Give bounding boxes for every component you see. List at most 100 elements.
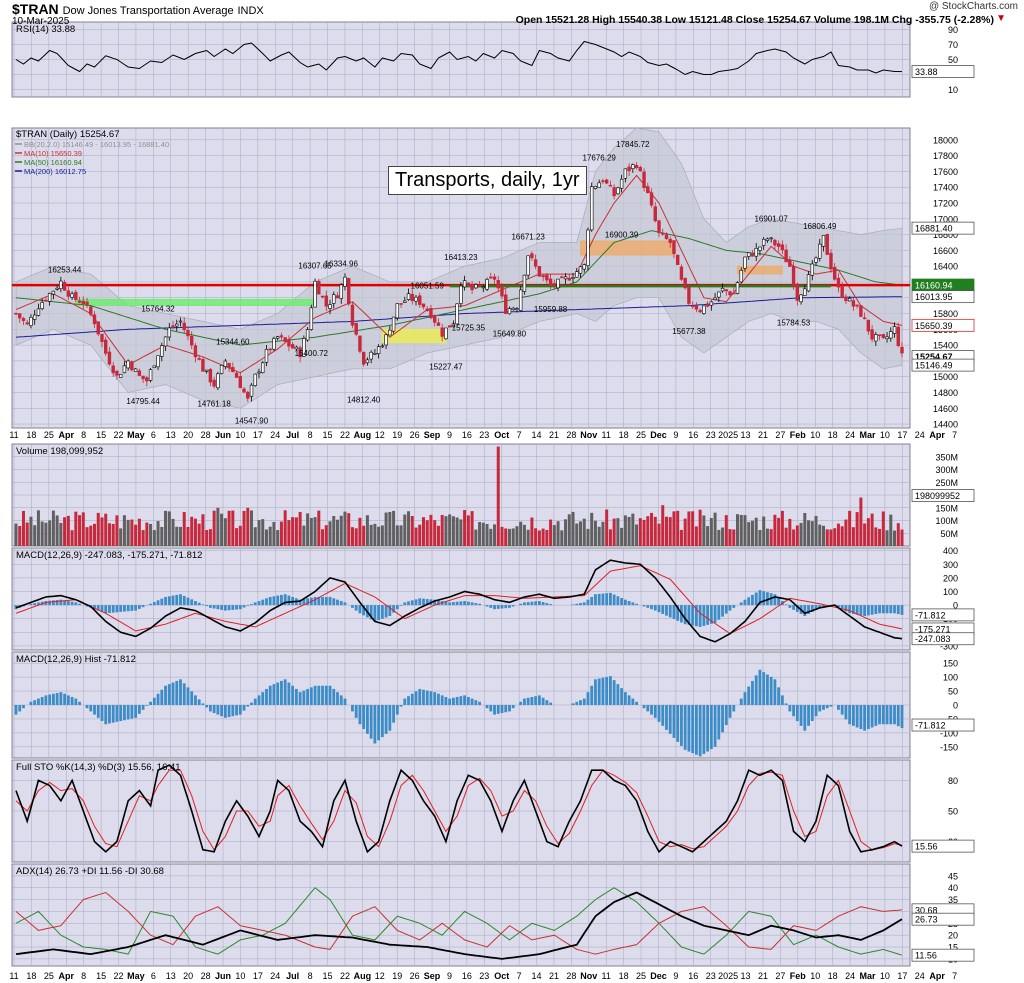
hist-bar xyxy=(534,696,538,705)
hist-bar xyxy=(496,705,500,714)
macd-hist-bar xyxy=(48,600,52,606)
hist-bar xyxy=(354,705,358,718)
candle-body xyxy=(178,320,183,323)
macd-hist-bar xyxy=(33,603,37,606)
candle-body xyxy=(350,304,355,326)
macd-hist-bar xyxy=(115,605,119,613)
candle xyxy=(216,371,220,391)
hist-bar xyxy=(810,705,814,722)
candle xyxy=(765,237,770,243)
macd-hist-bar xyxy=(605,593,609,606)
x-axis-label: 7 xyxy=(517,430,522,440)
hist-bar xyxy=(623,692,627,705)
macd-hist-bar xyxy=(758,590,762,606)
macd-hist-bar xyxy=(866,605,870,616)
hist-bar xyxy=(702,705,706,754)
candle xyxy=(283,337,287,343)
volume-bar xyxy=(485,524,489,546)
x-axis-label: Apr xyxy=(929,430,945,440)
macd-hist-bar xyxy=(410,600,414,606)
candle-body xyxy=(156,355,160,368)
candle xyxy=(743,256,747,272)
hist-bar xyxy=(141,705,145,710)
macd-hist-bar xyxy=(437,600,440,606)
macd-y-tick-label: 100 xyxy=(943,587,958,597)
candle-body xyxy=(739,270,743,283)
price-label: 15649.80 xyxy=(493,329,527,338)
candle-body xyxy=(14,312,18,315)
hist-bar xyxy=(769,676,773,705)
x-axis-label: 16 xyxy=(462,971,472,981)
macd-hist-bar xyxy=(250,604,253,606)
volume-bar xyxy=(186,526,190,546)
hist-bar xyxy=(366,705,369,734)
volume-bar xyxy=(687,511,691,546)
hist-bar xyxy=(597,678,601,705)
candle xyxy=(66,287,71,300)
candle xyxy=(619,174,624,193)
hist-bar xyxy=(489,705,493,712)
volume-y-tick-label: 350M xyxy=(935,452,958,462)
macd-hist-bar xyxy=(276,595,280,606)
volume-bar xyxy=(44,522,48,546)
candle-body xyxy=(384,334,388,346)
candle-body xyxy=(66,290,71,297)
adx-background xyxy=(11,863,911,967)
candle-body xyxy=(881,334,886,338)
candle xyxy=(642,168,646,192)
volume-y-tick-label: 100M xyxy=(935,516,958,526)
candle-body xyxy=(335,295,340,299)
candle xyxy=(339,283,343,304)
hist-bar xyxy=(444,696,448,705)
candle-body xyxy=(657,220,661,234)
macd-hist-y-tick-label: -150 xyxy=(940,742,958,752)
candle xyxy=(223,358,228,370)
hist-bar xyxy=(414,691,418,705)
hist-bar xyxy=(437,693,440,705)
price-label: 16253.44 xyxy=(48,266,82,275)
hist-bar xyxy=(470,698,474,705)
x-axis-label: 22 xyxy=(340,430,350,440)
volume-bar xyxy=(403,514,407,546)
hist-bar xyxy=(612,680,616,705)
volume-bar xyxy=(302,525,306,546)
volume-bar xyxy=(896,523,900,546)
candle-body xyxy=(425,308,429,311)
volume-bar xyxy=(171,518,175,546)
candle xyxy=(862,312,867,320)
candle-body xyxy=(604,179,609,184)
x-axis-label: 9 xyxy=(447,971,452,981)
hist-bar xyxy=(272,684,276,705)
hist-bar xyxy=(881,705,885,725)
candle-body xyxy=(623,168,628,179)
candle-body xyxy=(242,388,246,393)
macd-hist-bar xyxy=(818,605,822,608)
candle-body xyxy=(844,296,848,302)
volume-bar xyxy=(773,514,777,546)
candle-body xyxy=(795,283,800,301)
volume-bar xyxy=(21,510,25,546)
hist-bar xyxy=(115,705,119,722)
hist-bar xyxy=(478,701,481,705)
volume-bar xyxy=(451,516,455,546)
hist-bar xyxy=(227,705,231,718)
macd-hist-bar xyxy=(324,596,328,606)
candle-body xyxy=(283,337,287,342)
candle xyxy=(649,188,654,208)
x-axis-label: 13 xyxy=(741,971,751,981)
volume-bar xyxy=(683,518,687,546)
x-axis-label: 17 xyxy=(253,971,263,981)
volume-last-value-box xyxy=(911,489,975,502)
x-axis-label: 24 xyxy=(270,971,280,981)
candle xyxy=(522,274,527,295)
candle-body xyxy=(735,282,740,294)
volume-bar xyxy=(74,511,78,546)
candle xyxy=(406,288,411,301)
candle xyxy=(616,186,620,195)
candle-body xyxy=(21,318,26,321)
volume-bar xyxy=(780,510,784,546)
macd-hist-bar xyxy=(336,599,339,606)
adx-y-tick-label: 40 xyxy=(948,883,958,893)
volume-bar xyxy=(728,529,732,546)
volume-bar xyxy=(739,514,743,546)
